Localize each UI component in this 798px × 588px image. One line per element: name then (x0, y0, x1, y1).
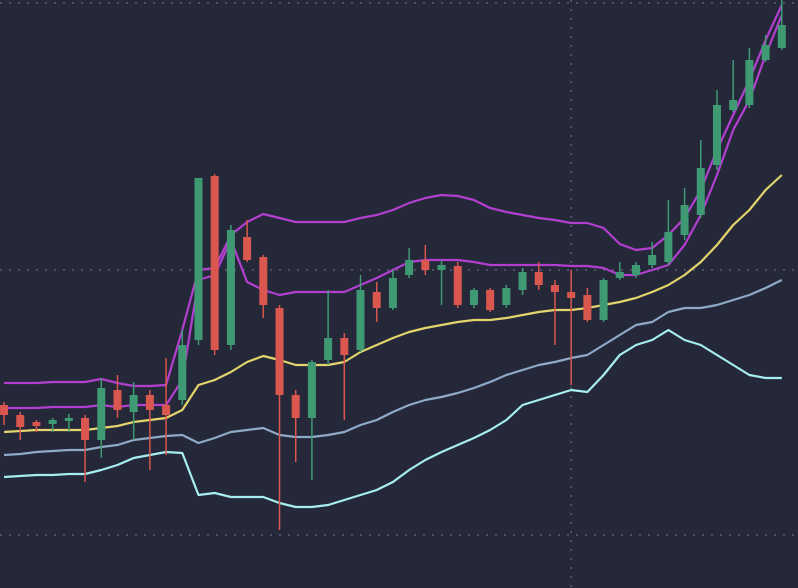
candle-body (145, 395, 154, 410)
candle-body (372, 292, 381, 308)
candle-body (615, 272, 624, 278)
candle-body (356, 290, 365, 350)
candle-body (275, 308, 284, 395)
candle-body (388, 278, 397, 308)
candle-body (453, 266, 462, 305)
candle-body (210, 176, 219, 350)
candle-body (680, 205, 689, 235)
candle-body (97, 388, 106, 440)
candle-body (307, 362, 316, 418)
candle-body (437, 265, 446, 270)
candle-body (340, 338, 349, 355)
candle-body (81, 418, 90, 440)
candle-body (761, 45, 770, 60)
candle-body (129, 395, 138, 412)
candle-body (259, 257, 268, 305)
candle-body (0, 405, 9, 415)
candle-body (64, 418, 73, 421)
candle-body (729, 100, 738, 110)
candle-body (599, 280, 608, 320)
candle-body (550, 285, 559, 292)
candle-body (777, 25, 786, 48)
candle-body (421, 260, 430, 270)
candle-body (194, 178, 203, 340)
candle-body (469, 290, 478, 305)
candle-body (648, 255, 657, 265)
candle-body (745, 60, 754, 105)
candle-body (405, 260, 414, 275)
candle-body (534, 272, 543, 285)
candle-body (32, 422, 41, 426)
candle-body (113, 390, 122, 410)
candle-body (664, 232, 673, 262)
candle-body (324, 338, 333, 360)
candle-body (567, 292, 576, 298)
candle-body (486, 290, 495, 310)
candle-body (696, 168, 705, 215)
candle-body (162, 405, 171, 415)
band-line (3, 328, 782, 509)
candle-body (243, 237, 252, 260)
candle-body (518, 272, 527, 290)
candle-body (226, 230, 235, 345)
candle-body (16, 415, 25, 427)
candle-body (48, 420, 57, 424)
candle-body (583, 295, 592, 320)
candle-body (631, 265, 640, 275)
candle-body (178, 345, 187, 400)
candle-body (712, 105, 721, 165)
candle-body (291, 395, 300, 418)
candle-body (502, 288, 511, 305)
